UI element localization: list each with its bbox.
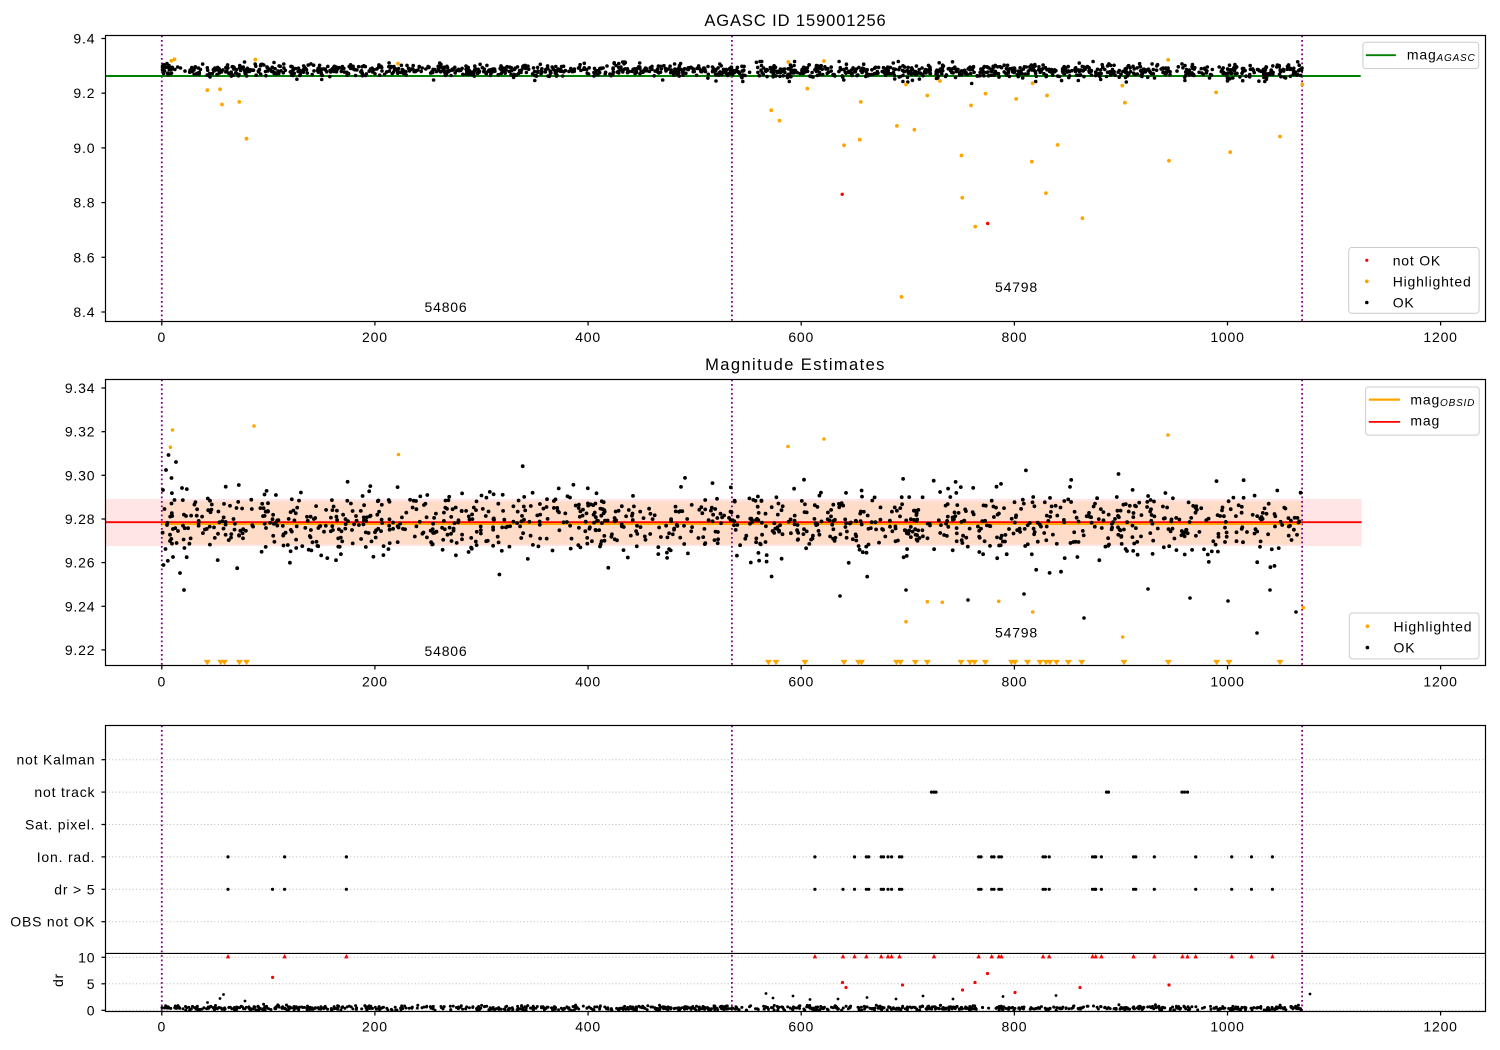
svg-text:Ion. rad.: Ion. rad. — [37, 849, 96, 865]
svg-text:200: 200 — [362, 1019, 388, 1035]
svg-text:OK: OK — [1394, 640, 1416, 656]
svg-text:600: 600 — [788, 329, 814, 345]
svg-text:9.24: 9.24 — [65, 598, 95, 614]
svg-text:9.34: 9.34 — [65, 380, 95, 396]
svg-text:0: 0 — [158, 1019, 167, 1035]
svg-text:9.0: 9.0 — [73, 140, 95, 156]
svg-text:5: 5 — [87, 976, 96, 992]
svg-text:not OK: not OK — [1393, 252, 1441, 268]
svg-text:800: 800 — [1002, 673, 1028, 689]
svg-text:400: 400 — [575, 673, 601, 689]
svg-text:0: 0 — [158, 673, 167, 689]
svg-text:dr: dr — [50, 973, 66, 987]
svg-text:1000: 1000 — [1210, 329, 1244, 345]
svg-text:400: 400 — [575, 1019, 601, 1035]
svg-text:9.4: 9.4 — [73, 31, 95, 47]
svg-text:8.4: 8.4 — [73, 304, 95, 320]
svg-text:not Kalman: not Kalman — [16, 752, 95, 768]
svg-text:800: 800 — [1002, 1019, 1028, 1035]
svg-text:10: 10 — [78, 949, 95, 965]
svg-text:1200: 1200 — [1423, 673, 1457, 689]
svg-text:0: 0 — [158, 329, 167, 345]
svg-text:8.6: 8.6 — [73, 249, 95, 265]
svg-text:Magnitude Estimates: Magnitude Estimates — [705, 356, 886, 374]
svg-text:54806: 54806 — [425, 299, 468, 315]
svg-text:9.2: 9.2 — [73, 85, 95, 101]
svg-text:1000: 1000 — [1210, 1019, 1244, 1035]
svg-text:54798: 54798 — [995, 625, 1038, 641]
svg-text:200: 200 — [362, 673, 388, 689]
svg-text:Highlighted: Highlighted — [1393, 273, 1472, 289]
svg-text:0: 0 — [87, 1002, 96, 1018]
svg-text:Sat. pixel.: Sat. pixel. — [25, 817, 95, 833]
svg-text:dr > 5: dr > 5 — [54, 881, 95, 897]
svg-text:600: 600 — [788, 673, 814, 689]
svg-text:OK: OK — [1393, 295, 1415, 311]
svg-text:54798: 54798 — [995, 279, 1038, 295]
svg-text:mag: mag — [1410, 412, 1440, 428]
svg-text:800: 800 — [1002, 329, 1028, 345]
svg-text:9.22: 9.22 — [65, 642, 95, 658]
svg-text:1200: 1200 — [1423, 329, 1457, 345]
svg-text:600: 600 — [788, 1019, 814, 1035]
svg-text:OBS not OK: OBS not OK — [10, 914, 95, 930]
svg-text:9.26: 9.26 — [65, 555, 95, 571]
svg-text:1200: 1200 — [1423, 1019, 1457, 1035]
svg-text:9.28: 9.28 — [65, 511, 95, 527]
svg-text:9.30: 9.30 — [65, 467, 95, 483]
svg-text:1000: 1000 — [1210, 673, 1244, 689]
svg-text:9.32: 9.32 — [65, 424, 95, 440]
svg-text:54806: 54806 — [425, 643, 468, 659]
svg-text:Highlighted: Highlighted — [1394, 618, 1473, 634]
svg-text:not track: not track — [34, 784, 95, 800]
svg-text:400: 400 — [575, 329, 601, 345]
svg-text:200: 200 — [362, 329, 388, 345]
svg-text:8.8: 8.8 — [73, 195, 95, 211]
svg-text:AGASC ID 159001256: AGASC ID 159001256 — [704, 12, 886, 30]
